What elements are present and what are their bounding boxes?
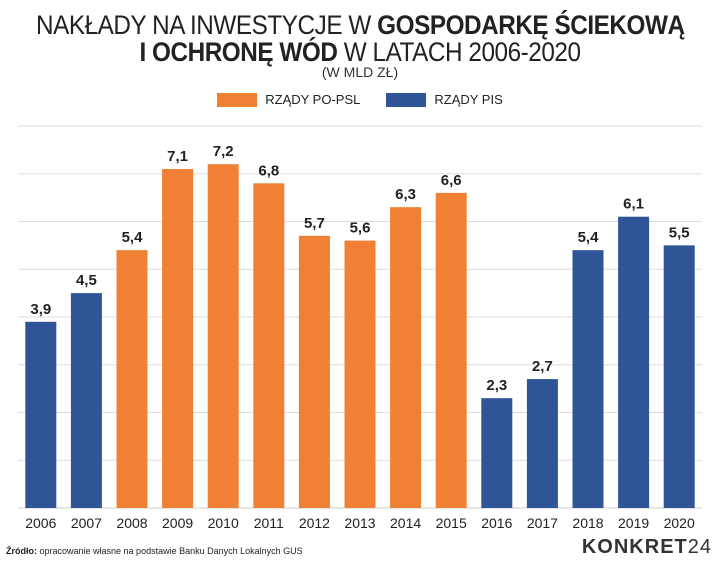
data-label: 2,3 xyxy=(486,377,507,394)
bar xyxy=(298,235,330,508)
data-label: 5,4 xyxy=(578,229,600,246)
data-label: 5,6 xyxy=(350,220,371,237)
data-label: 5,5 xyxy=(669,224,690,241)
data-label: 4,5 xyxy=(76,272,97,289)
data-label: 5,4 xyxy=(122,229,144,246)
x-tick-label: 2014 xyxy=(390,515,421,531)
data-label: 3,9 xyxy=(30,301,51,318)
x-tick-label: 2013 xyxy=(344,515,375,531)
x-tick-label: 2009 xyxy=(162,515,193,531)
data-label: 7,2 xyxy=(213,143,234,160)
x-tick-label: 2007 xyxy=(71,515,102,531)
data-label: 6,6 xyxy=(441,172,462,189)
data-label: 6,3 xyxy=(395,186,416,203)
x-tick-label: 2015 xyxy=(436,515,467,531)
bar xyxy=(116,250,148,508)
bar xyxy=(481,398,513,508)
x-tick-label: 2016 xyxy=(481,515,512,531)
bar xyxy=(618,216,650,508)
x-tick-label: 2018 xyxy=(572,515,603,531)
bar xyxy=(435,192,467,508)
logo: KONKRET24 xyxy=(581,536,712,558)
bar xyxy=(70,293,102,508)
legend-label: RZĄDY PO-PSL xyxy=(265,92,361,107)
x-tick-label: 2011 xyxy=(254,515,284,531)
bar xyxy=(663,245,695,508)
x-tick-label: 2006 xyxy=(25,515,56,531)
source-note: Źródło: opracowanie własne na podstawie … xyxy=(6,546,303,556)
x-tick-label: 2017 xyxy=(527,515,558,531)
x-tick-label: 2020 xyxy=(664,515,695,531)
bar xyxy=(572,250,604,508)
bar xyxy=(253,183,285,509)
legend-swatch xyxy=(386,93,427,107)
legend-label: RZĄDY PIS xyxy=(434,92,503,107)
x-tick-label: 2010 xyxy=(208,515,239,531)
chart-title-line1: NAKŁADY NA INWESTYCJE W GOSPODARKĘ ŚCIEK… xyxy=(36,10,685,40)
x-tick-label: 2012 xyxy=(299,515,330,531)
x-tick-label: 2019 xyxy=(618,515,649,531)
bar xyxy=(390,207,422,509)
chart-subtitle: (W MLD ZŁ) xyxy=(321,64,399,80)
legend-swatch xyxy=(217,93,258,107)
bar xyxy=(344,240,376,508)
bar xyxy=(162,168,194,508)
legend-item-pis: RZĄDY PIS xyxy=(386,92,503,108)
data-label: 2,7 xyxy=(532,358,553,375)
data-label: 7,1 xyxy=(167,148,188,165)
legend-item-po-psl: RZĄDY PO-PSL xyxy=(217,92,360,108)
bar xyxy=(526,379,558,508)
data-label: 6,8 xyxy=(258,162,279,179)
chart-title-line2: I OCHRONĘ WÓD W LATACH 2006-2020 xyxy=(139,37,581,67)
bar xyxy=(25,321,57,508)
legend: RZĄDY PO-PSL RZĄDY PIS xyxy=(0,92,720,108)
data-label: 5,7 xyxy=(304,215,325,232)
x-tick-label: 2008 xyxy=(116,515,147,531)
bar xyxy=(207,164,239,508)
data-label: 6,1 xyxy=(623,196,644,213)
